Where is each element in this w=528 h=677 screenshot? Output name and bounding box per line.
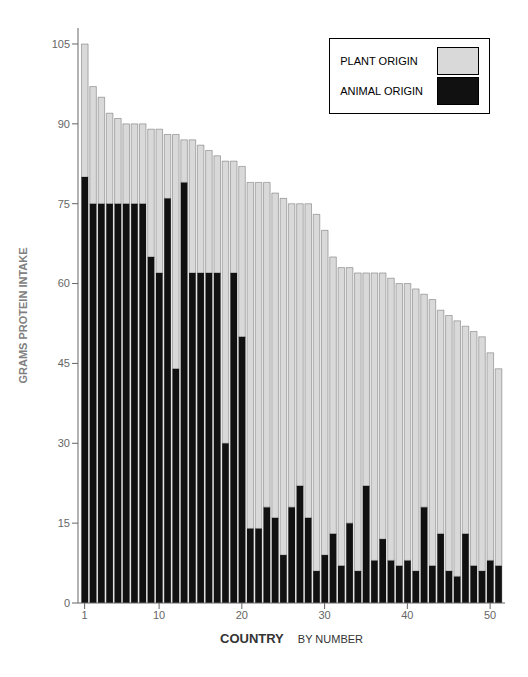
svg-text:15: 15 [58, 517, 70, 529]
svg-text:20: 20 [236, 609, 248, 621]
html-text:ANIMAL ORIGIN: ANIMAL ORIGIN [340, 85, 423, 97]
svg-text:75: 75 [58, 198, 70, 210]
svg-text:0: 0 [64, 597, 70, 609]
svg-text:105: 105 [52, 38, 70, 50]
svg-text:60: 60 [58, 277, 70, 289]
svg-text:COUNTRYBY NUMBER: COUNTRYBY NUMBER [220, 631, 363, 646]
svg-text:50: 50 [484, 609, 496, 621]
html-text:PLANT ORIGIN: PLANT ORIGIN [340, 55, 418, 67]
svg-text:30: 30 [58, 437, 70, 449]
svg-text:45: 45 [58, 357, 70, 369]
svg-text:90: 90 [58, 118, 70, 130]
svg-text:GRAMS PROTEIN INTAKE: GRAMS PROTEIN INTAKE [17, 247, 29, 383]
svg-text:10: 10 [153, 609, 165, 621]
svg-text:1: 1 [82, 609, 88, 621]
svg-text:30: 30 [318, 609, 330, 621]
svg-text:40: 40 [401, 609, 413, 621]
